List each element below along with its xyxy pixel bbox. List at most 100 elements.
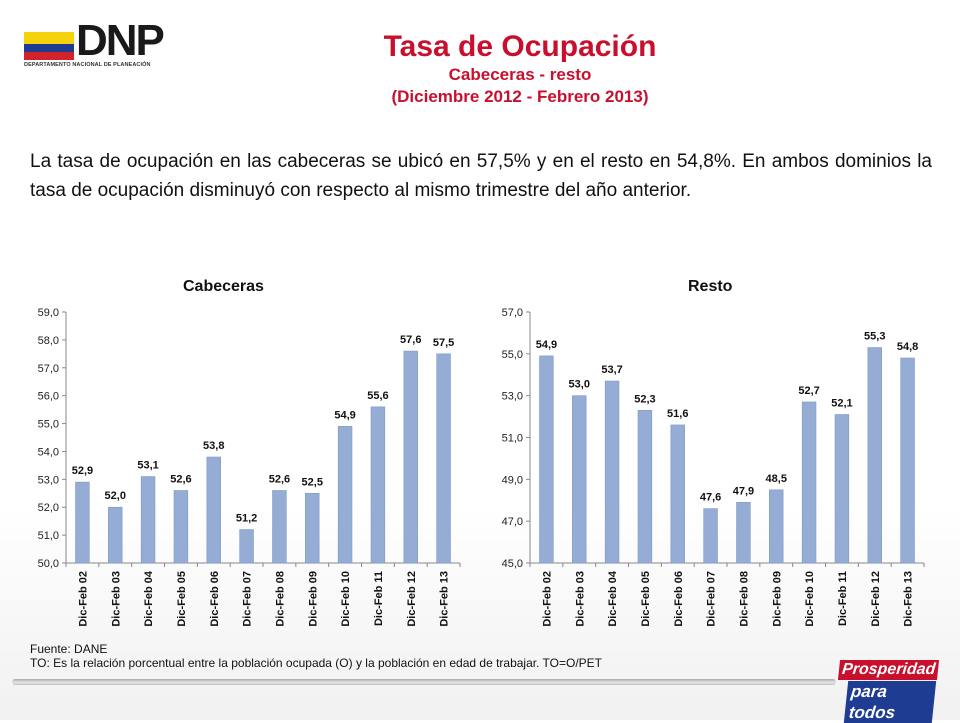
page-subtitle: Cabeceras - resto	[448, 65, 592, 84]
resto-category-label: Dic-Feb 07	[706, 571, 718, 627]
brand-line-1: Prosperidad	[837, 660, 940, 680]
chart-title-cabeceras: Cabeceras	[183, 278, 264, 295]
resto-bar	[801, 401, 817, 564]
flag-blue-stripe	[24, 44, 74, 52]
cabeceras-bar	[370, 406, 386, 564]
cabeceras-category-label: Dic-Feb 12	[406, 571, 418, 627]
chart-title-resto: Resto	[688, 278, 733, 295]
cabeceras-data-label: 53,8	[203, 440, 224, 452]
cabeceras-bar	[140, 476, 156, 564]
resto-data-label: 52,7	[798, 385, 819, 397]
cabeceras-y-tick-label: 55,0	[38, 419, 59, 431]
cabeceras-category-label: Dic-Feb 13	[439, 571, 451, 627]
summary-text: La tasa de ocupación en las cabeceras se…	[30, 151, 932, 201]
cabeceras-category-label: Dic-Feb 04	[143, 570, 155, 627]
resto-category-label: Dic-Feb 11	[837, 571, 849, 626]
flag-red-stripe	[24, 52, 74, 60]
resto-data-label: 52,1	[831, 397, 852, 409]
resto-data-label: 47,9	[733, 485, 754, 497]
cabeceras-data-label: 52,0	[105, 490, 126, 502]
cabeceras-category-label: Dic-Feb 05	[176, 571, 188, 627]
cabeceras-data-label: 55,6	[367, 390, 388, 402]
resto-category-label: Dic-Feb 12	[870, 571, 882, 627]
cabeceras-data-label: 57,5	[433, 337, 454, 349]
footer-divider	[12, 679, 836, 685]
resto-bar	[604, 380, 620, 564]
resto-bar	[867, 347, 882, 564]
cabeceras-data-label: 57,6	[400, 334, 421, 346]
resto-bar	[670, 424, 685, 564]
cabeceras-category-label: Dic-Feb 06	[209, 571, 221, 627]
cabeceras-bar	[272, 490, 287, 564]
cabeceras-y-tick-label: 53,0	[38, 474, 59, 486]
cabeceras-y-tick-label: 51,0	[38, 530, 59, 542]
resto-data-label: 55,3	[864, 331, 885, 343]
cabeceras-data-label: 51,2	[236, 513, 257, 525]
prosperidad-logo: Prosperidad para todos	[837, 658, 942, 723]
chart-cabeceras-svg: 50,0 51,0 52,0 53,0 54,0 55,0 56,0 57,0 58,0 59,0…	[38, 307, 461, 627]
resto-y-tick-label: 51,0	[502, 433, 523, 445]
resto-category-label: Dic-Feb 10	[804, 571, 816, 627]
resto-data-label: 48,5	[766, 473, 787, 485]
cabeceras-category-label: Dic-Feb 03	[110, 571, 122, 627]
cabeceras-y-tick-label: 56,0	[38, 391, 59, 403]
resto-category-label: Dic-Feb 04	[607, 570, 619, 627]
resto-bar	[769, 489, 784, 564]
cabeceras-bar	[173, 490, 189, 564]
chart-resto-svg: 45,0 47,0 49,0 51,0 53,0 55,0 57,0 54,9 Dic-Feb …	[502, 307, 925, 627]
resto-bar	[736, 502, 751, 564]
chart-cabeceras: 50,0 51,0 52,0 53,0 54,0 55,0 56,0 57,0 58,0 59,0…	[20, 298, 470, 633]
cabeceras-bar	[75, 481, 90, 564]
resto-y-tick-label: 53,0	[502, 391, 523, 403]
resto-data-label: 54,8	[897, 341, 918, 353]
cabeceras-category-label: Dic-Feb 10	[340, 571, 352, 627]
cabeceras-bar	[403, 350, 418, 564]
title-block: Tasa de Ocupación Cabeceras - resto (Dic…	[300, 30, 740, 108]
cabeceras-data-label: 52,6	[170, 473, 191, 485]
cabeceras-data-label: 54,9	[334, 409, 355, 421]
cabeceras-data-label: 52,5	[302, 476, 323, 488]
resto-category-label: Dic-Feb 05	[640, 571, 652, 627]
page-title: Tasa de Ocupación	[383, 30, 657, 63]
footer-notes: Fuente: DANE TO: Es la relación porcentu…	[30, 642, 602, 670]
cabeceras-bar	[239, 529, 254, 564]
resto-y-tick-label: 49,0	[502, 474, 523, 486]
resto-data-label: 47,6	[700, 492, 721, 504]
page-period: (Diciembre 2012 - Febrero 2013)	[391, 87, 649, 106]
flag-yellow-stripe	[24, 32, 74, 44]
resto-category-label: Dic-Feb 06	[673, 571, 685, 627]
resto-category-label: Dic-Feb 02	[541, 571, 553, 627]
resto-bar	[572, 395, 587, 564]
logo-subtext: DEPARTAMENTO NACIONAL DE PLANEACIÓN	[24, 62, 151, 68]
cabeceras-y-tick-label: 52,0	[38, 502, 59, 514]
cabeceras-category-label: Dic-Feb 08	[274, 571, 286, 627]
cabeceras-y-tick-label: 50,0	[38, 558, 59, 570]
resto-y-tick-label: 57,0	[502, 307, 523, 319]
dnp-logo: DNP DEPARTAMENTO NACIONAL DE PLANEACIÓN	[24, 18, 184, 70]
cabeceras-bar	[206, 456, 221, 564]
cabeceras-y-tick-label: 54,0	[38, 446, 59, 458]
resto-bar	[834, 414, 850, 564]
resto-data-label: 53,7	[601, 364, 622, 376]
brand-line-2: para todos	[843, 681, 937, 723]
cabeceras-data-label: 53,1	[137, 460, 158, 472]
resto-category-label: Dic-Feb 13	[903, 571, 915, 627]
resto-data-label: 54,9	[536, 339, 557, 351]
resto-bar	[637, 410, 653, 564]
resto-category-label: Dic-Feb 09	[771, 571, 783, 627]
cabeceras-category-label: Dic-Feb 02	[77, 571, 89, 627]
resto-category-label: Dic-Feb 03	[574, 571, 586, 627]
cabeceras-y-tick-label: 57,0	[38, 363, 59, 375]
footer-definition: TO: Es la relación porcentual entre la p…	[30, 656, 603, 670]
cabeceras-category-label: Dic-Feb 09	[307, 571, 319, 627]
cabeceras-data-label: 52,9	[72, 465, 93, 477]
resto-bar	[703, 508, 718, 564]
footer-source: Fuente: DANE	[30, 642, 108, 656]
chart-resto: 45,0 47,0 49,0 51,0 53,0 55,0 57,0 54,9 Dic-Feb …	[484, 298, 934, 633]
resto-data-label: 51,6	[667, 408, 688, 420]
resto-y-tick-label: 47,0	[502, 516, 523, 528]
cabeceras-bar	[436, 353, 451, 564]
resto-y-tick-label: 55,0	[502, 349, 523, 361]
resto-category-label: Dic-Feb 08	[738, 571, 750, 627]
cabeceras-bar	[337, 426, 353, 564]
